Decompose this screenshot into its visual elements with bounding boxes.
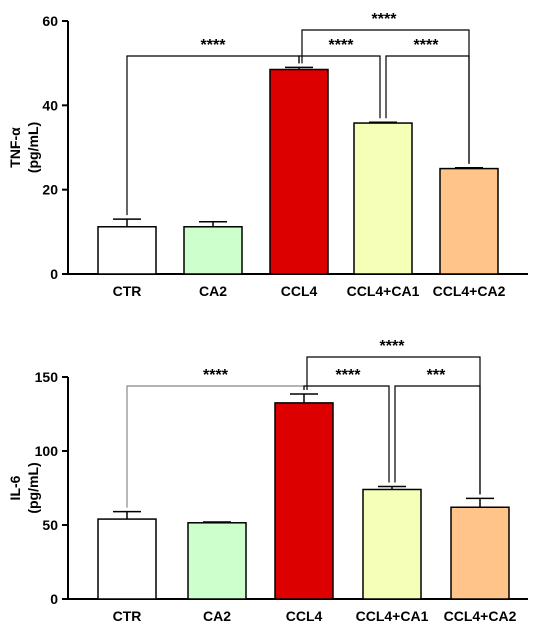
bar-ctr bbox=[97, 226, 157, 275]
x-tick-label: CCL4+CA1 bbox=[347, 283, 420, 299]
bar-ccl4-ca2 bbox=[439, 167, 499, 275]
y-tick-label: 20 bbox=[42, 182, 58, 198]
significance-label: **** bbox=[372, 11, 398, 28]
bar-ccl4 bbox=[274, 402, 334, 600]
y-axis-unit: (pg/mL) bbox=[25, 462, 41, 513]
significance-label: **** bbox=[329, 37, 355, 54]
y-tick-label: 0 bbox=[50, 591, 58, 607]
significance-label: **** bbox=[414, 37, 440, 54]
x-tick-label: CA2 bbox=[203, 608, 231, 624]
chart-1: 0 20 40 60 TNF-α (pg/mL) CTR CA2 CCL4 CCL4+CA1 CCL… bbox=[7, 11, 528, 299]
y-axis-label: TNF-α bbox=[7, 127, 23, 168]
chart-2: 0 50 100 150 IL-6 (pg/mL) CTR CA2 CCL4 CCL4+CA1 CC… bbox=[7, 338, 528, 624]
x-tick-label: CCL4+CA1 bbox=[356, 608, 429, 624]
y-tick-label: 150 bbox=[35, 369, 59, 385]
significance-bracket bbox=[303, 385, 390, 483]
significance-label: **** bbox=[336, 367, 362, 384]
significance-bracket bbox=[394, 385, 481, 495]
x-tick-label: CCL4+CA2 bbox=[433, 283, 506, 299]
x-tick-label: CA2 bbox=[199, 283, 227, 299]
x-tick-label: CTR bbox=[113, 283, 142, 299]
significance-bracket bbox=[298, 55, 381, 119]
significance-label: **** bbox=[203, 367, 229, 384]
y-tick-label: 100 bbox=[35, 443, 59, 459]
significance-label: *** bbox=[427, 367, 446, 384]
bar-ccl4-ca1 bbox=[353, 122, 413, 275]
x-tick-label: CTR bbox=[113, 608, 142, 624]
y-axis-unit: (pg/mL) bbox=[25, 122, 41, 173]
bar-ca2 bbox=[183, 226, 243, 275]
y-axis-label: IL-6 bbox=[7, 475, 23, 500]
bar-ctr bbox=[97, 518, 157, 600]
bar-ccl4-ca1 bbox=[362, 488, 422, 600]
x-tick-label: CCL4 bbox=[281, 283, 318, 299]
y-tick-label: 60 bbox=[42, 13, 58, 29]
x-tick-label: CCL4+CA2 bbox=[444, 608, 517, 624]
significance-bracket bbox=[301, 29, 470, 164]
significance-label: **** bbox=[201, 37, 227, 54]
bar-ccl4-ca2 bbox=[450, 506, 510, 600]
significance-label: **** bbox=[380, 338, 406, 355]
x-tick-label: CCL4 bbox=[286, 608, 323, 624]
significance-bracket bbox=[306, 356, 481, 495]
y-tick-label: 0 bbox=[50, 266, 58, 282]
y-tick-label: 50 bbox=[42, 517, 58, 533]
bar-ccl4 bbox=[269, 68, 329, 275]
y-tick-label: 40 bbox=[42, 97, 58, 113]
bar-ca2 bbox=[187, 522, 247, 600]
